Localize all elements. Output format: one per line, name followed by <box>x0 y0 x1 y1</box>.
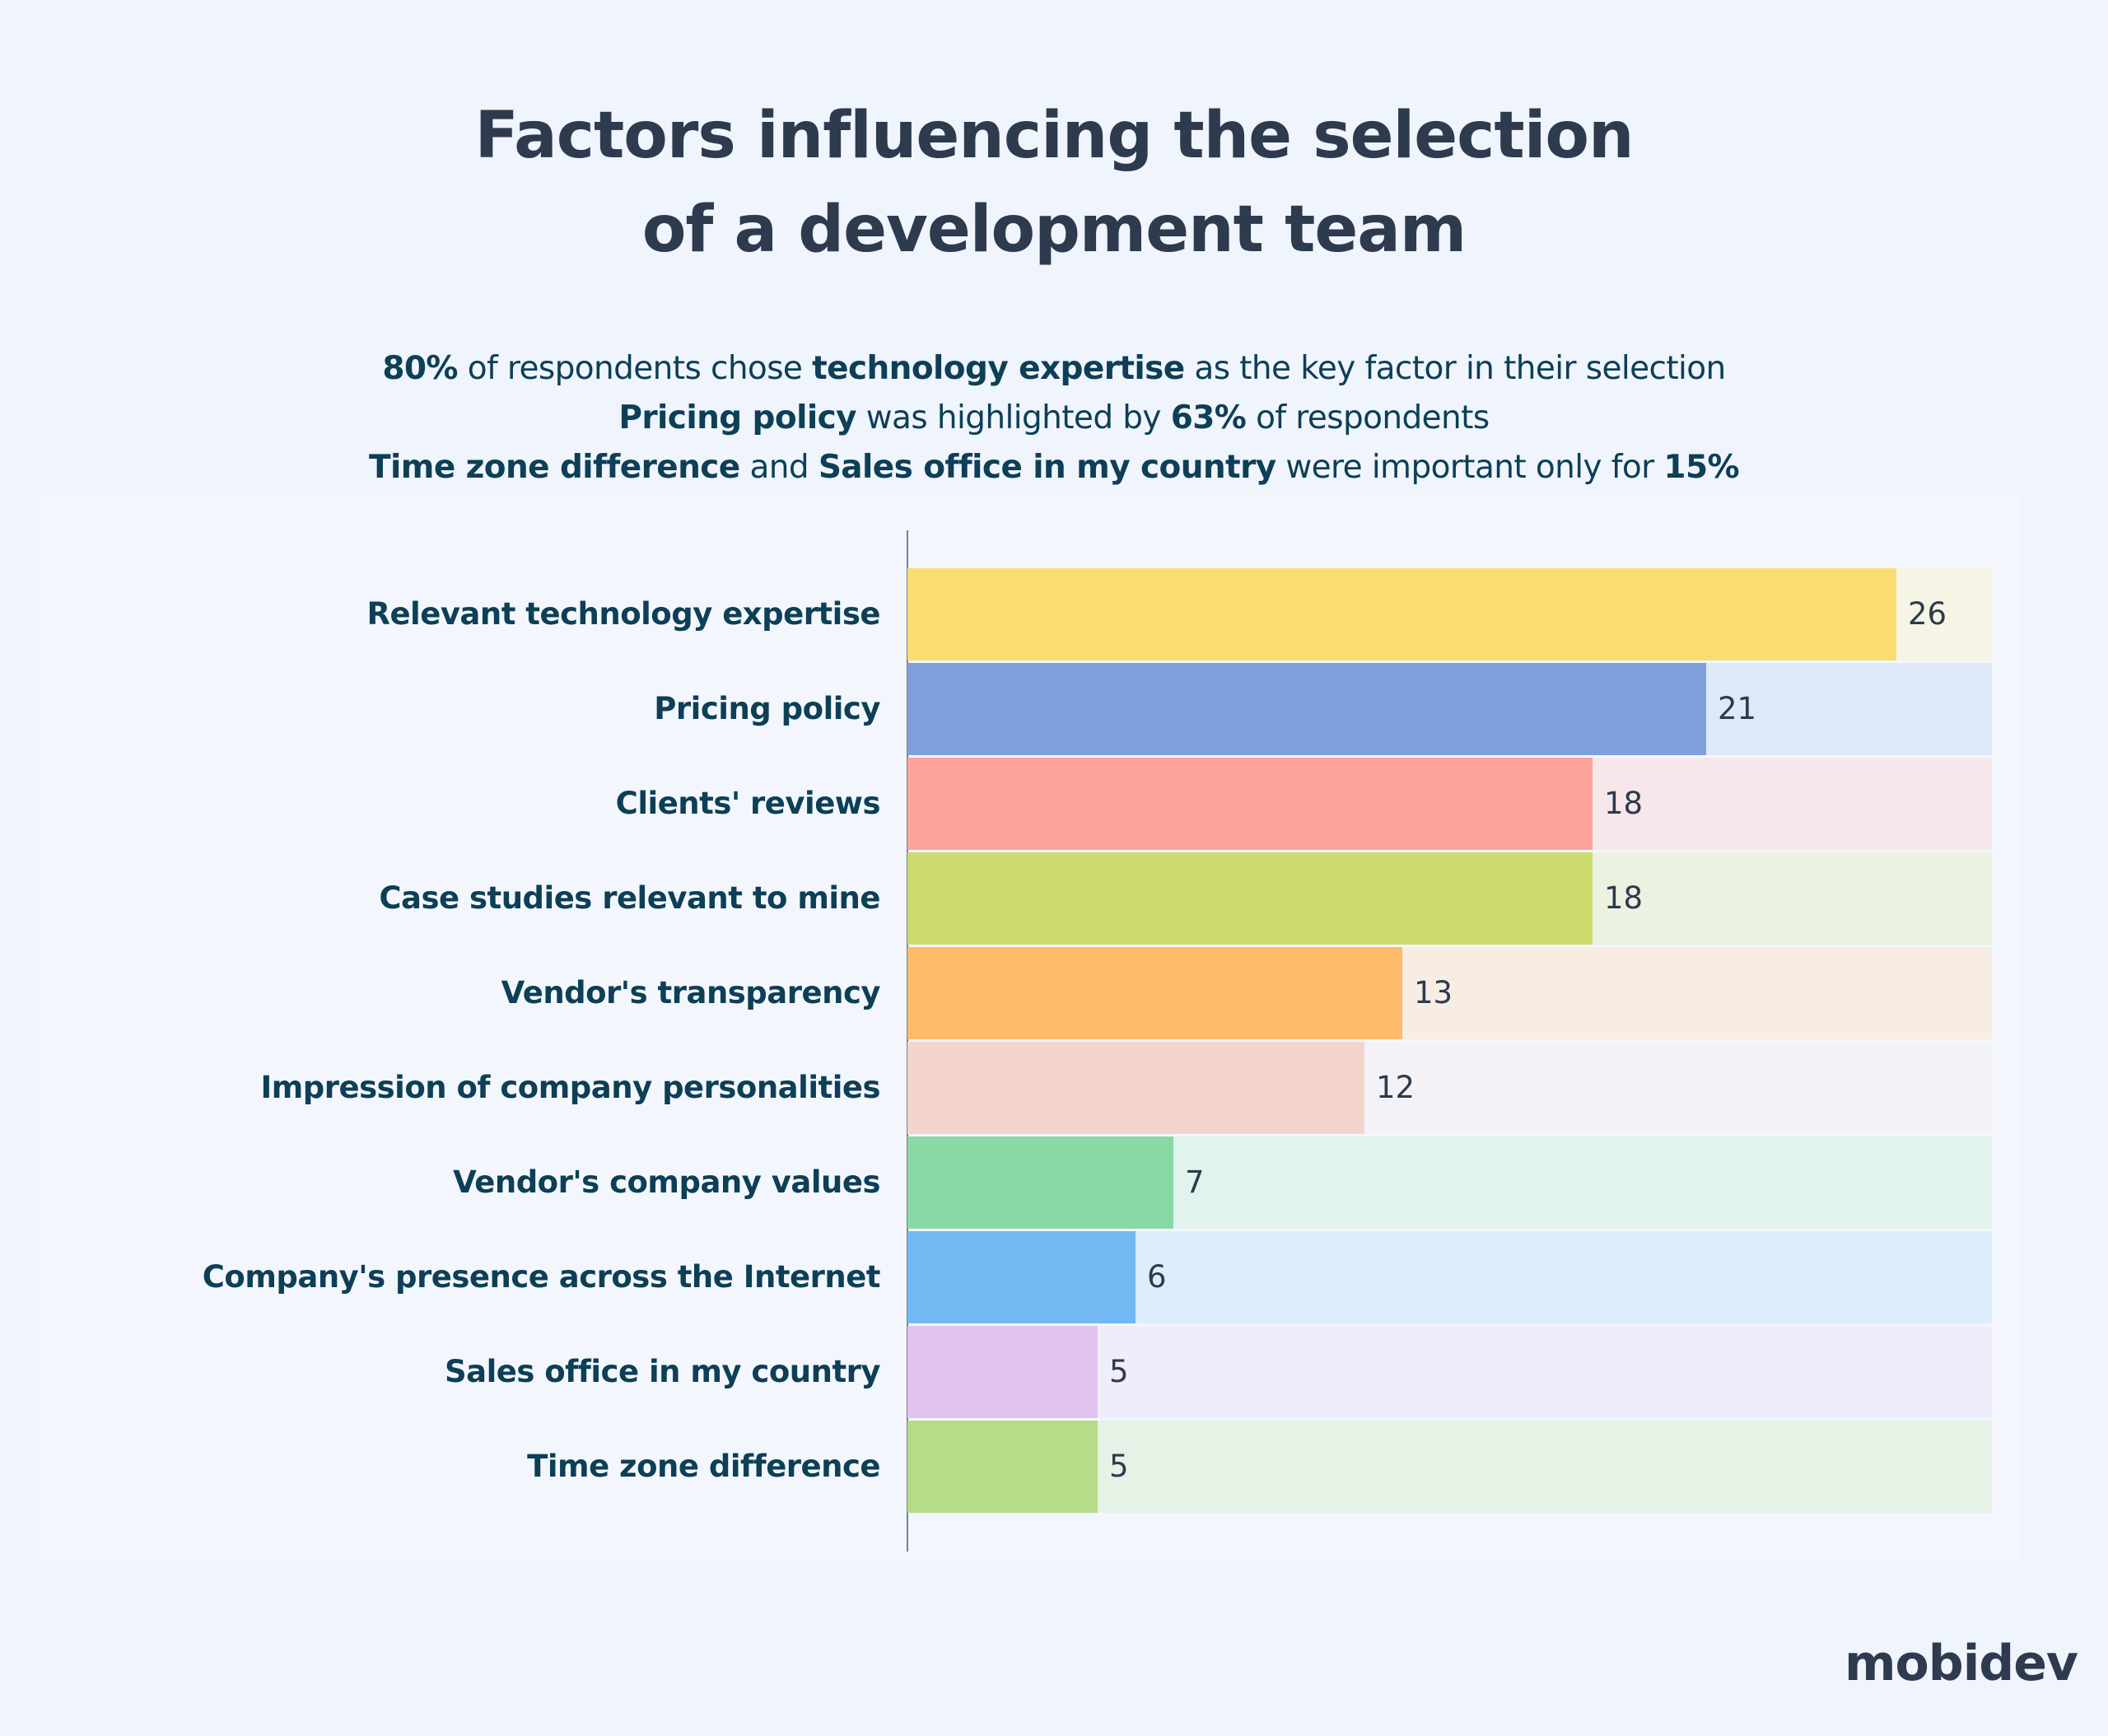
bar-value-label: 13 <box>1414 975 1453 1010</box>
bar-row: 18 <box>907 852 1992 945</box>
subtitle-line-3: Time zone difference and Sales office in… <box>0 443 2108 492</box>
bar <box>907 1231 1136 1323</box>
bar-value-label: 7 <box>1185 1164 1205 1200</box>
subtitle-highlight: 80% <box>382 350 458 387</box>
category-label: Sales office in my country <box>444 1354 881 1389</box>
subtitle-highlight: Pricing policy <box>618 399 856 436</box>
bar <box>907 947 1402 1039</box>
bar-value-label: 21 <box>1718 691 1757 726</box>
bar-row: 5 <box>907 1421 1992 1513</box>
y-axis-line <box>907 530 908 1552</box>
bar-value-label: 5 <box>1109 1449 1129 1484</box>
bar <box>907 1421 1098 1513</box>
bar-row: 12 <box>907 1042 1992 1134</box>
bar-row: 13 <box>907 947 1992 1039</box>
subtitle-highlight: 15% <box>1663 449 1739 486</box>
bar <box>907 1042 1364 1134</box>
subtitle-text: of respondents <box>1246 399 1490 436</box>
mobidev-logo: mobidev <box>1844 1635 2078 1692</box>
category-label: Company's presence across the Internet <box>202 1259 881 1295</box>
bar <box>907 568 1896 660</box>
subtitle-text: were important only for <box>1276 449 1664 486</box>
subtitle-text: was highlighted by <box>856 399 1171 436</box>
bar-row: 21 <box>907 663 1992 755</box>
bar <box>907 1326 1098 1418</box>
chart-title-line-2: of a development team <box>641 193 1467 267</box>
subtitle-line-2: Pricing policy was highlighted by 63% of… <box>0 394 2108 443</box>
category-label: Vendor's transparency <box>501 975 881 1010</box>
bar-row: 5 <box>907 1326 1992 1418</box>
category-label: Clients' reviews <box>615 786 881 821</box>
subtitle-text: of respondents chose <box>457 350 813 387</box>
category-label: Vendor's company values <box>453 1164 880 1200</box>
bar <box>907 758 1593 850</box>
bar-value-label: 5 <box>1109 1354 1129 1389</box>
bar <box>907 1136 1173 1229</box>
bar-row: 18 <box>907 758 1992 850</box>
category-label: Pricing policy <box>654 691 880 726</box>
bar <box>907 852 1593 945</box>
bar-value-label: 26 <box>1908 596 1947 632</box>
bar-value-label: 6 <box>1147 1259 1167 1295</box>
category-label: Case studies relevant to mine <box>379 880 880 916</box>
bar-value-label: 18 <box>1604 880 1644 916</box>
subtitle-highlight: technology expertise <box>812 350 1185 387</box>
bar-value-label: 12 <box>1376 1070 1415 1105</box>
bar-row: 26 <box>907 568 1992 660</box>
subtitle-line-1: 80% of respondents chose technology expe… <box>0 344 2108 394</box>
chart-title-line-1: Factors influencing the selection <box>474 99 1634 173</box>
category-label: Time zone difference <box>527 1449 880 1484</box>
bar-value-label: 18 <box>1604 786 1644 821</box>
category-label: Relevant technology expertise <box>366 596 880 632</box>
subtitle-highlight: 63% <box>1170 399 1247 436</box>
bar-row: 7 <box>907 1136 1992 1229</box>
subtitle-text: as the key factor in their selection <box>1184 350 1726 387</box>
subtitle-text: and <box>739 449 818 486</box>
bar <box>907 663 1706 755</box>
chart-title: Factors influencing the selection of a d… <box>0 89 2108 277</box>
bar-row: 6 <box>907 1231 1992 1323</box>
chart-subtitle: 80% of respondents chose technology expe… <box>0 344 2108 492</box>
subtitle-highlight: Sales office in my country <box>818 449 1276 486</box>
subtitle-highlight: Time zone difference <box>369 449 740 486</box>
category-label: Impression of company personalities <box>260 1070 880 1105</box>
